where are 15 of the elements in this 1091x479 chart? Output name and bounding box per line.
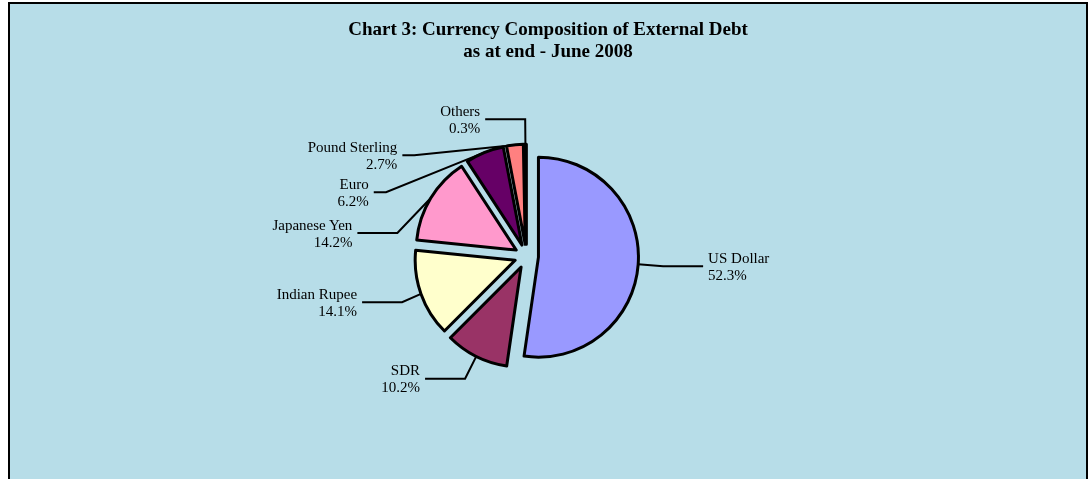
data-label: 14.2% [313,233,353,250]
slice-label: Others [440,102,481,119]
data-label: 2.7% [366,155,398,172]
data-label: 0.3% [448,119,481,136]
data-label: 10.2% [381,379,421,396]
data-label: 6.2% [337,192,369,209]
chart-title: Chart 3: Currency Composition of External Debt as at end - June 2008 [348,17,749,61]
data-label: 14.1% [318,302,358,319]
slice-label: SDR [390,362,421,379]
slice-label: Euro [339,175,369,192]
data-label: 52.3% [708,266,747,283]
slice-label: US Dollar [708,249,770,266]
slice-label: Japanese Yen [272,216,353,233]
slice-label: Indian Rupee [276,285,358,302]
slice-label: Pound Sterling [307,138,398,155]
